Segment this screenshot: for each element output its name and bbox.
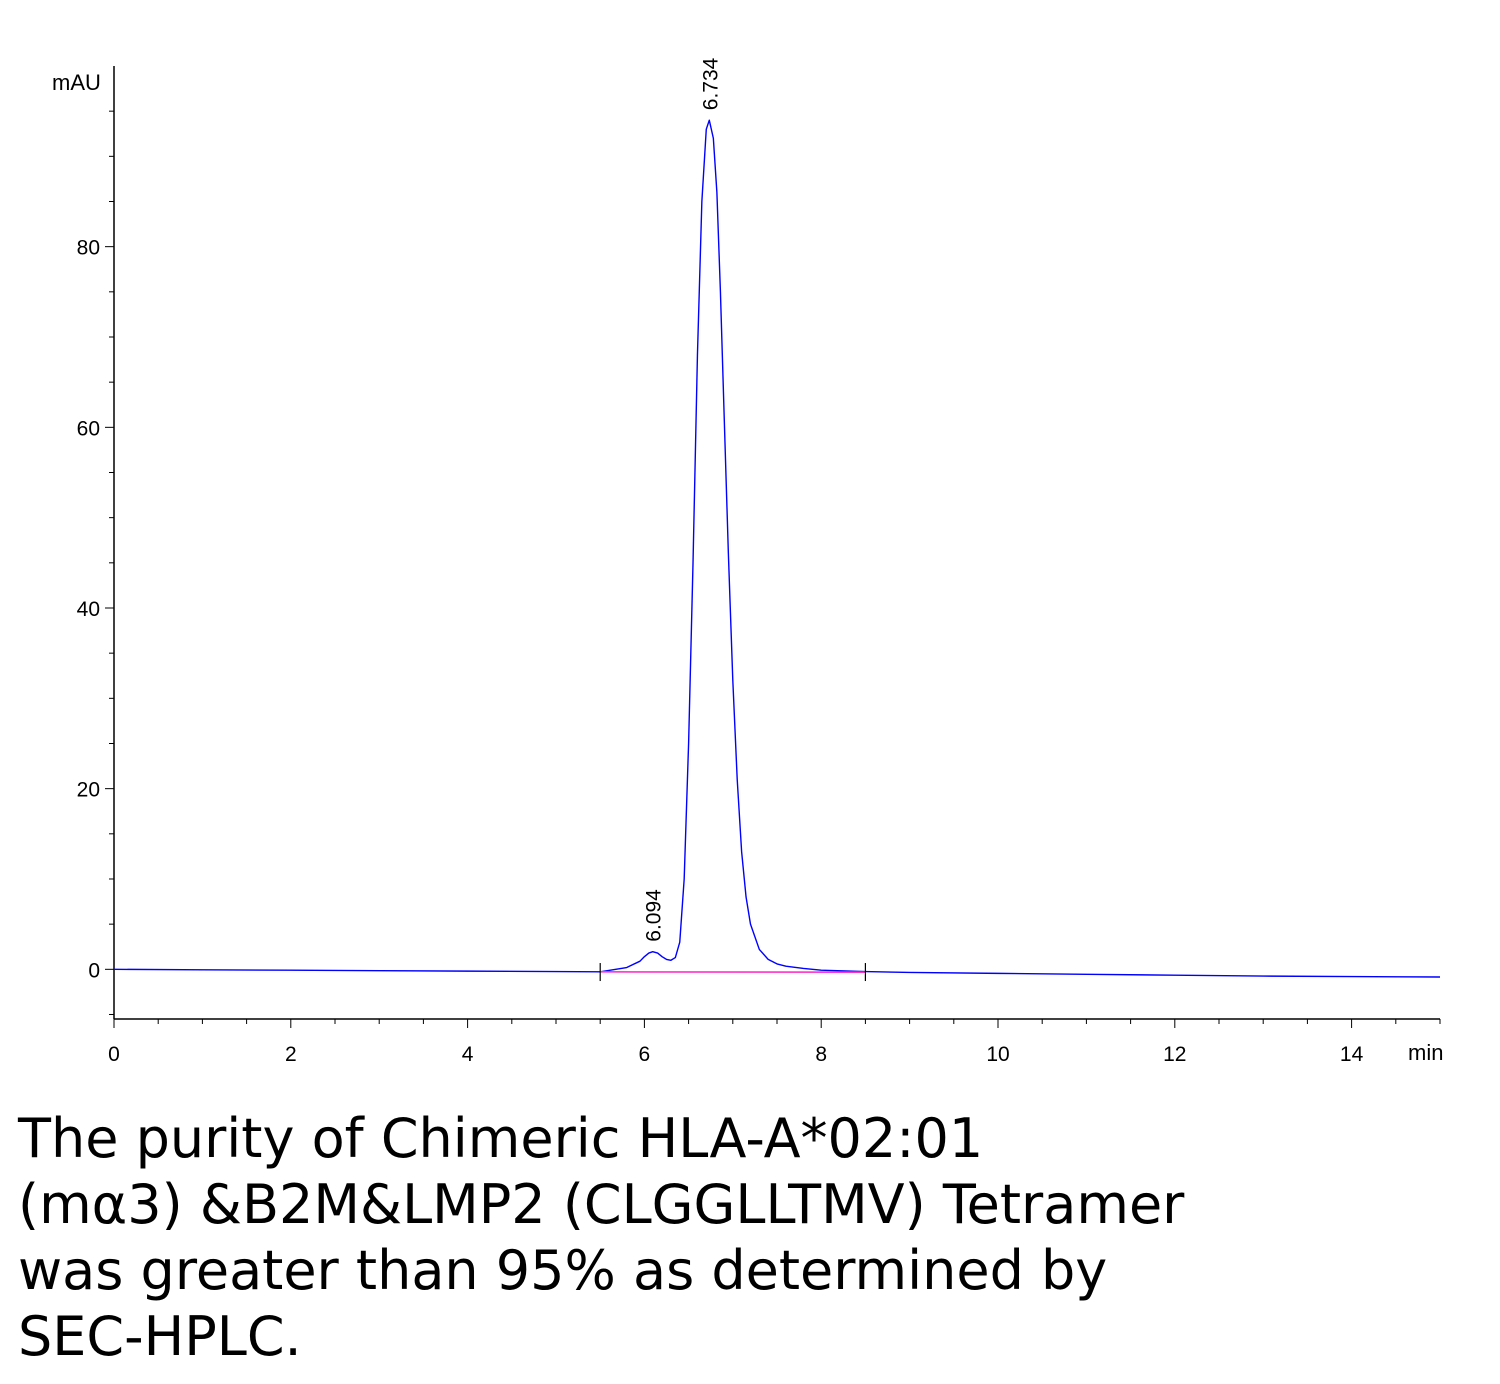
peak-label: 6.094 (643, 889, 666, 942)
x-tick-label: 8 (815, 1043, 827, 1066)
y-tick-label: 20 (77, 779, 100, 802)
chart-axes: 0 2 4 6 8 10 12 14 0 20 40 60 80 (77, 66, 1441, 1066)
y-tick-label: 0 (88, 959, 100, 982)
caption-line-4: SEC-HPLC. (18, 1305, 302, 1368)
caption-line-1: The purity of Chimeric HLA-A*02:01 (18, 1107, 984, 1170)
signal-trace (113, 119, 1441, 978)
y-tick-label: 40 (77, 598, 100, 621)
x-axis-unit-label: min (1408, 1040, 1443, 1065)
caption-line-3: was greater than 95% as determined by (18, 1239, 1108, 1302)
y-axis-unit-label: mAU (52, 70, 101, 95)
x-tick-label: 10 (986, 1043, 1009, 1066)
x-tick-label: 2 (285, 1043, 297, 1066)
x-tick-label: 14 (1340, 1043, 1364, 1066)
x-tick-label: 12 (1163, 1043, 1186, 1066)
x-tick-label: 6 (639, 1043, 651, 1066)
peak-label: 6.734 (699, 57, 722, 110)
caption: The purity of Chimeric HLA-A*02:01 (mα3)… (18, 1106, 1478, 1370)
chart-marks: 6.094 6.734 (113, 57, 1441, 982)
chromatogram-chart: 0 2 4 6 8 10 12 14 0 20 40 60 80 6.094 6.734 mAU min (52, 57, 1443, 1066)
y-tick-label: 60 (77, 417, 100, 440)
x-tick-label: 0 (108, 1043, 120, 1066)
x-tick-label: 4 (462, 1043, 474, 1066)
caption-line-2: (mα3) &B2M&LMP2 (CLGGLLTMV) Tetramer (18, 1173, 1185, 1236)
y-tick-label: 80 (77, 237, 100, 260)
